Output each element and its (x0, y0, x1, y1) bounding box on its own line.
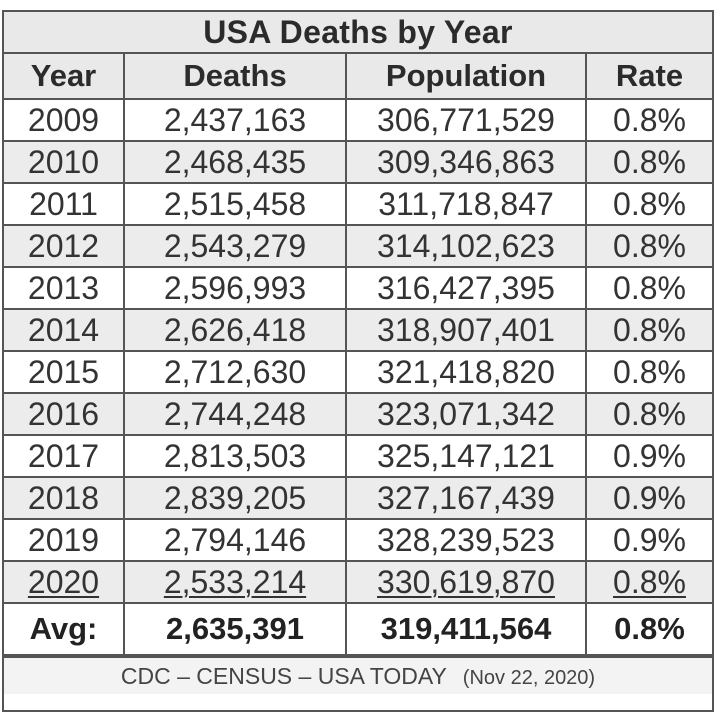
cell-rate: 0.8% (585, 350, 712, 394)
source-text: CDC – CENSUS – USA TODAY (120, 663, 447, 689)
cell-year: 2009 (4, 98, 125, 142)
table-row: 2015 2,712,630 321,418,820 0.8% (4, 350, 712, 394)
cell-deaths: 2,712,630 (123, 350, 347, 394)
cell-deaths: 2,839,205 (123, 476, 347, 520)
cell-year: 2014 (4, 308, 125, 352)
cell-population: 314,102,623 (345, 224, 587, 268)
average-row: Avg: 2,635,391 319,411,564 0.8% (4, 602, 712, 656)
table-row: 2012 2,543,279 314,102,623 0.8% (4, 224, 712, 268)
source-footer: CDC – CENSUS – USA TODAY (Nov 22, 2020) (4, 656, 712, 694)
cell-deaths: 2,596,993 (123, 266, 347, 310)
cell-rate: 0.9% (585, 476, 712, 520)
header-row: Year Deaths Population Rate (4, 54, 712, 100)
cell-rate: 0.8% (585, 140, 712, 184)
table-row: 2009 2,437,163 306,771,529 0.8% (4, 98, 712, 142)
cell-deaths: 2,533,214 (123, 560, 347, 604)
cell-population: 330,619,870 (345, 560, 587, 604)
column-header-deaths: Deaths (123, 54, 347, 100)
table-title: USA Deaths by Year (4, 12, 712, 54)
table-row: 2020 2,533,214 330,619,870 0.8% (4, 560, 712, 604)
cell-population: 311,718,847 (345, 182, 587, 226)
average-deaths: 2,635,391 (123, 602, 347, 656)
cell-population: 327,167,439 (345, 476, 587, 520)
column-header-year: Year (4, 54, 125, 100)
average-rate: 0.8% (585, 602, 712, 656)
cell-population: 318,907,401 (345, 308, 587, 352)
cell-rate: 0.8% (585, 308, 712, 352)
cell-rate: 0.8% (585, 392, 712, 436)
table-row: 2013 2,596,993 316,427,395 0.8% (4, 266, 712, 310)
data-table-card: USA Deaths by Year Year Deaths Populatio… (2, 10, 714, 712)
deaths-table: Year Deaths Population Rate 2009 2,437,1… (4, 54, 712, 656)
table-row: 2011 2,515,458 311,718,847 0.8% (4, 182, 712, 226)
cell-rate: 0.8% (585, 224, 712, 268)
source-date: (Nov 22, 2020) (462, 667, 596, 689)
cell-deaths: 2,468,435 (123, 140, 347, 184)
cell-population: 323,071,342 (345, 392, 587, 436)
column-header-rate: Rate (585, 54, 712, 100)
cell-rate: 0.8% (585, 182, 712, 226)
cell-population: 328,239,523 (345, 518, 587, 562)
cell-rate: 0.8% (585, 560, 712, 604)
cell-population: 306,771,529 (345, 98, 587, 142)
cell-year: 2016 (4, 392, 125, 436)
cell-deaths: 2,744,248 (123, 392, 347, 436)
cell-deaths: 2,543,279 (123, 224, 347, 268)
cell-population: 316,427,395 (345, 266, 587, 310)
cell-population: 309,346,863 (345, 140, 587, 184)
table-row: 2010 2,468,435 309,346,863 0.8% (4, 140, 712, 184)
cell-year: 2012 (4, 224, 125, 268)
table-row: 2017 2,813,503 325,147,121 0.9% (4, 434, 712, 478)
cell-rate: 0.9% (585, 518, 712, 562)
cell-year: 2018 (4, 476, 125, 520)
table-row: 2016 2,744,248 323,071,342 0.8% (4, 392, 712, 436)
cell-year: 2011 (4, 182, 125, 226)
cell-year: 2010 (4, 140, 125, 184)
column-header-population: Population (345, 54, 587, 100)
cell-population: 325,147,121 (345, 434, 587, 478)
average-label: Avg: (4, 602, 125, 656)
cell-deaths: 2,437,163 (123, 98, 347, 142)
table-row: 2018 2,839,205 327,167,439 0.9% (4, 476, 712, 520)
cell-year: 2017 (4, 434, 125, 478)
cell-deaths: 2,794,146 (123, 518, 347, 562)
cell-deaths: 2,515,458 (123, 182, 347, 226)
cell-year: 2020 (4, 560, 125, 604)
cell-year: 2019 (4, 518, 125, 562)
cell-deaths: 2,813,503 (123, 434, 347, 478)
cell-rate: 0.8% (585, 98, 712, 142)
cell-year: 2015 (4, 350, 125, 394)
table-row: 2019 2,794,146 328,239,523 0.9% (4, 518, 712, 562)
cell-deaths: 2,626,418 (123, 308, 347, 352)
cell-year: 2013 (4, 266, 125, 310)
table-row: 2014 2,626,418 318,907,401 0.8% (4, 308, 712, 352)
average-population: 319,411,564 (345, 602, 587, 656)
cell-rate: 0.8% (585, 266, 712, 310)
cell-rate: 0.9% (585, 434, 712, 478)
cell-population: 321,418,820 (345, 350, 587, 394)
